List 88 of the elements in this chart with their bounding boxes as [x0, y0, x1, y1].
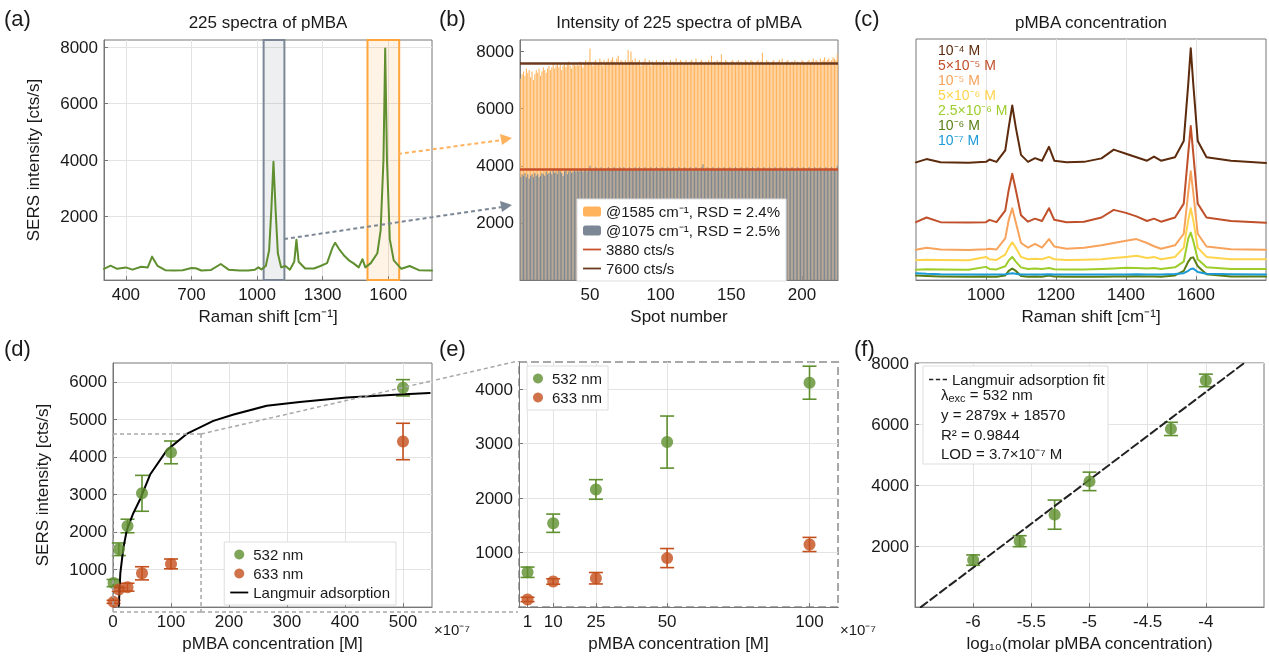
text: (d)	[4, 335, 31, 361]
x-tick-label: 400	[111, 285, 141, 305]
legend-label: 3880 cts/s	[606, 241, 675, 258]
y-tick-label: 4000	[871, 475, 909, 495]
text: 10⁻⁴ M	[938, 42, 981, 58]
legend-label: 532 nm	[253, 546, 304, 563]
annotation: LOD = 3.7×10⁻⁷ M	[941, 444, 1063, 462]
text: ×10⁻⁷	[840, 620, 876, 638]
text: (e)	[439, 335, 466, 361]
x-tick-label: -5	[1081, 612, 1098, 632]
legend-label: 633 nm	[552, 389, 603, 406]
x-tick-label: -6	[965, 612, 981, 632]
x-tick-label: -4	[1198, 612, 1214, 632]
y-tick-label: 2000	[476, 213, 514, 233]
text: 10⁻⁶ M	[938, 117, 980, 133]
y-tick-label: 8000	[476, 41, 514, 61]
text: 10⁻⁷ M	[938, 132, 980, 148]
x-tick-label: 1300	[303, 285, 342, 305]
x-tick-label: 100	[795, 612, 824, 632]
x-tick-label: 1400	[1107, 285, 1145, 305]
x-axis-title: pMBA concentration [M]	[588, 634, 769, 653]
text: 5×10⁻⁵ M	[938, 57, 996, 73]
text: 5×10⁻⁶ M	[938, 87, 996, 103]
y-tick-label: 2000	[69, 522, 107, 542]
text: 2.5×10⁻⁶ M	[938, 102, 1008, 118]
y-tick-label: 4000	[475, 379, 513, 399]
chart-title: 225 spectra of pMBA	[188, 12, 349, 32]
x-tick-label: 50	[580, 285, 600, 305]
y-tick-label: 4000	[476, 156, 514, 176]
x-tick-label: 1000	[238, 285, 276, 305]
y-tick-label: 8000	[60, 37, 98, 57]
y-tick-label: 6000	[476, 99, 514, 119]
legend-label: 633 nm	[253, 565, 304, 582]
y-tick-label: 4000	[60, 150, 98, 170]
y-tick-label: 2000	[475, 488, 513, 508]
x-tick-label: 500	[388, 612, 418, 632]
x-axis-title: Raman shift [cm⁻¹]	[1021, 307, 1161, 326]
y-tick-label: 5000	[69, 409, 107, 429]
x-tick-label: 300	[272, 612, 302, 632]
x-tick-label: 150	[717, 285, 746, 305]
x-tick-label: 200	[214, 612, 244, 632]
y-tick-label: 6000	[871, 414, 909, 434]
y-tick-label: 6000	[69, 372, 107, 392]
x-tick-label: 25	[586, 612, 606, 632]
legend-label: @1075 cm⁻¹, RSD = 2.5%	[606, 222, 781, 239]
x-tick-label: 700	[177, 285, 206, 305]
legend-label: Langmuir adsorption fit	[952, 371, 1106, 388]
text: ×10⁻⁷	[434, 620, 470, 638]
y-tick-label: 3000	[69, 484, 107, 504]
x-tick-label: 100	[156, 612, 186, 632]
legend-label: Langmuir adsorption	[253, 584, 391, 601]
x-tick-label: 100	[646, 285, 675, 305]
y-tick-label: 3000	[475, 434, 513, 454]
x-tick-label: 200	[787, 285, 817, 305]
chart-title: Intensity of 225 spectra of pMBA	[556, 12, 803, 32]
legend-label: 532 nm	[552, 370, 603, 387]
y-tick-label: 1000	[475, 543, 513, 563]
y-tick-label: 1000	[69, 560, 107, 580]
text: (c)	[854, 5, 880, 31]
x-tick-label: 1000	[967, 285, 1005, 305]
x-axis-title: pMBA concentration [M]	[182, 634, 363, 653]
y-axis-title: SERS intensity [cts/s]	[33, 403, 52, 567]
legend-label: @1585 cm⁻¹, RSD = 2.4%	[606, 203, 781, 220]
x-tick-label: 400	[330, 612, 360, 632]
text: (a)	[4, 5, 31, 31]
x-axis-title: log₁₀(molar pMBA concentration)	[966, 634, 1213, 653]
x-tick-label: 1	[522, 612, 533, 632]
chart-title: pMBA concentration	[1014, 12, 1168, 32]
text: (b)	[439, 5, 466, 31]
y-tick-label: 2000	[60, 207, 98, 227]
y-axis-title: SERS intensity [cts/s]	[24, 78, 43, 242]
y-tick-label: 4000	[69, 447, 107, 467]
y-tick-label: 6000	[60, 94, 98, 114]
x-axis-title: Raman shift [cm⁻¹]	[198, 307, 338, 326]
x-tick-label: -4.5	[1133, 612, 1163, 632]
legend-label: 7600 cts/s	[606, 260, 675, 277]
x-tick-label: 1600	[1177, 285, 1215, 305]
y-tick-label: 2000	[871, 536, 909, 556]
annotation: R² = 0.9844	[941, 425, 1020, 443]
x-tick-label: -5.5	[1016, 612, 1046, 632]
x-tick-label: 10	[543, 612, 563, 632]
x-tick-label: 50	[657, 612, 677, 632]
text: 10⁻⁵ M	[938, 72, 980, 88]
x-tick-label: 1200	[1037, 285, 1075, 305]
x-axis-title: Spot number	[630, 307, 728, 326]
x-tick-label: 0	[108, 612, 118, 632]
annotation: y = 2879x + 18570	[941, 405, 1066, 423]
x-tick-label: 1600	[369, 285, 408, 305]
